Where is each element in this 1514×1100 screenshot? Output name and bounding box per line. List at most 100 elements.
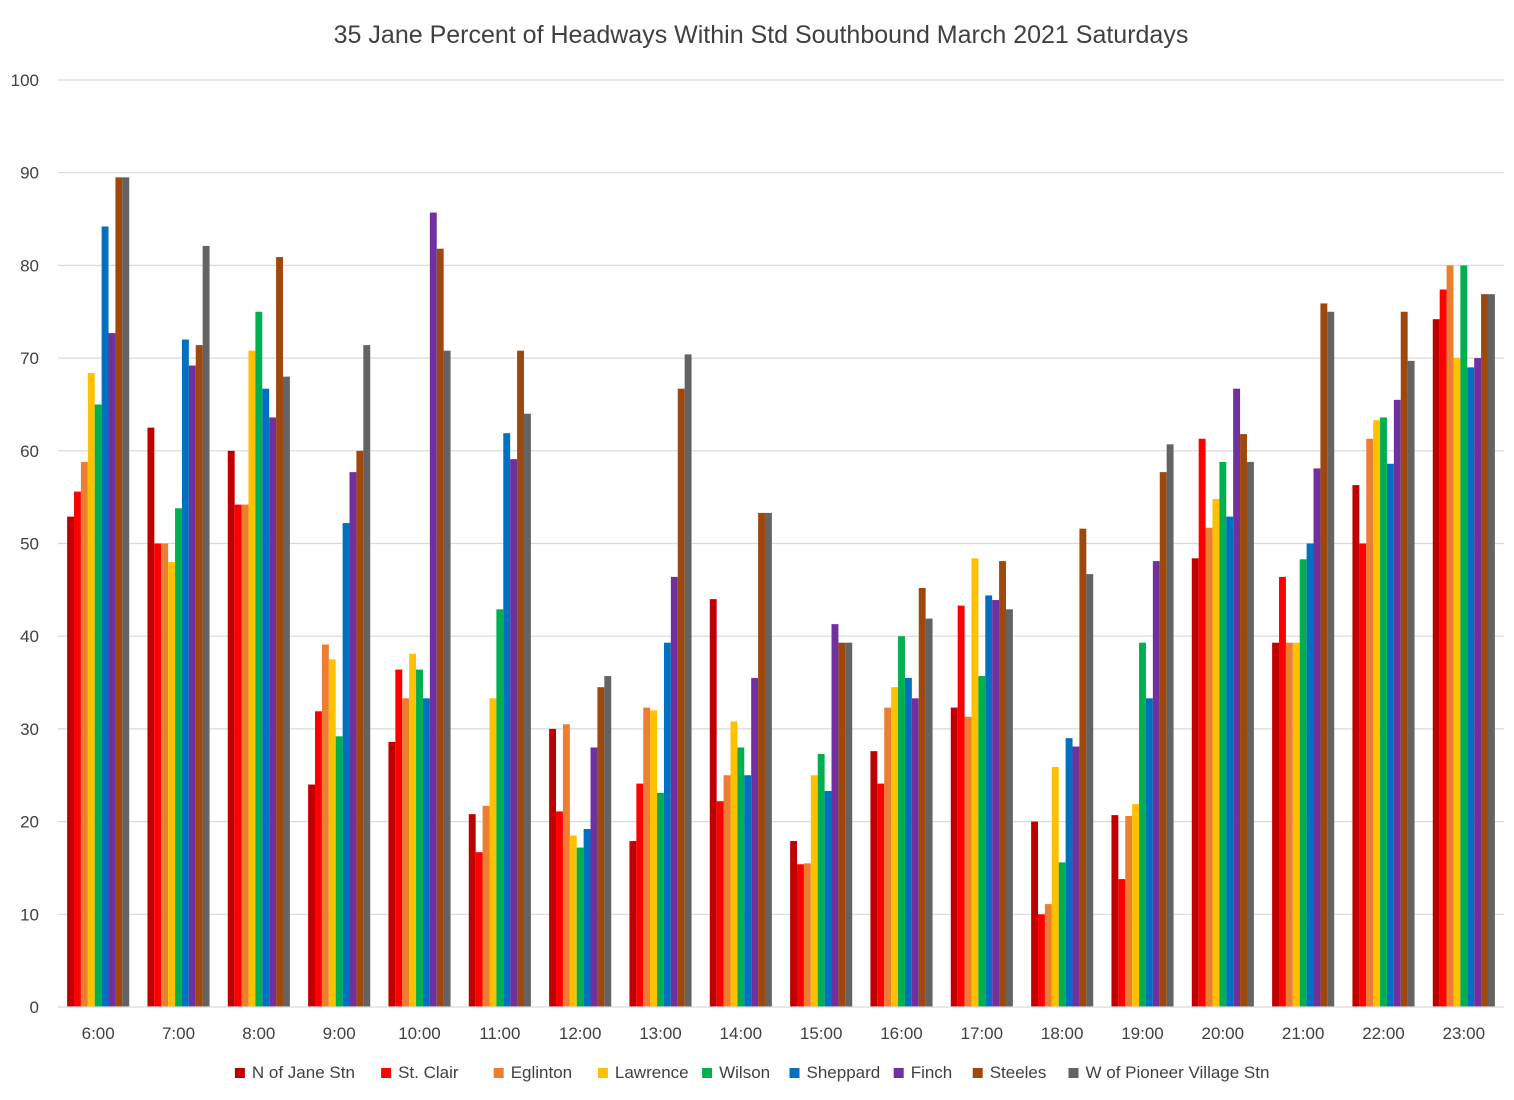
y-tick-label: 30 [20,720,39,739]
bar [1446,265,1454,1007]
bar [1352,485,1360,1008]
legend-swatch [597,1068,608,1078]
bar [496,609,504,1007]
bar [276,257,283,1007]
bar [1292,642,1300,1007]
bar [1400,311,1408,1007]
bar [1152,561,1160,1007]
x-tick-label: 23:00 [1443,1024,1486,1043]
bar [950,707,958,1007]
bar [416,669,423,1007]
bar [629,841,637,1007]
legend-label: Lawrence [615,1063,689,1082]
bar [650,710,658,1007]
bar [1439,289,1447,1007]
bar [1366,438,1374,1007]
bar [1058,862,1066,1007]
bar [663,642,671,1007]
bar [1272,642,1280,1007]
bar [328,659,336,1008]
bar [758,512,765,1007]
bar [87,372,95,1007]
y-tick-label: 0 [30,998,39,1017]
y-tick-label: 90 [20,164,39,183]
bar [1407,360,1415,1007]
bar [1086,574,1094,1007]
x-tick-label: 21:00 [1282,1024,1325,1043]
legend-swatch [972,1068,983,1078]
bar [999,561,1006,1007]
bar [1079,528,1087,1007]
bar [1467,367,1475,1007]
bar [1279,576,1286,1007]
x-axis-ticks: 6:00 7:00 8:00 9:00 10:00 11:00 12:00 13:00 14:0… [82,1024,1485,1043]
bar [1474,358,1482,1008]
bar [884,707,892,1007]
legend-swatch [893,1068,904,1078]
bar [1159,472,1167,1007]
y-axis-ticks: 0 10 20 30 40 50 60 70 80 90 100 [11,71,39,1017]
bar [262,388,270,1007]
bar [1118,879,1126,1007]
bar [1393,399,1401,1007]
bars [67,177,1495,1008]
y-tick-label: 60 [20,442,39,461]
bar [1285,642,1293,1007]
bar [1359,543,1367,1007]
x-tick-label: 17:00 [961,1024,1004,1043]
bar [388,741,396,1007]
legend-label: Sheppard [807,1063,881,1082]
bar [1125,816,1133,1007]
bar [67,516,75,1007]
bar [315,711,322,1007]
bar [957,605,965,1007]
bar [248,350,256,1007]
bar [1246,461,1254,1007]
bar [824,791,832,1007]
bar [1031,821,1039,1007]
y-tick-label: 40 [20,627,39,646]
bar [282,376,290,1007]
bar [523,413,531,1008]
x-tick-label: 14:00 [720,1024,763,1043]
bar [1005,609,1013,1007]
bar [569,835,577,1007]
bar [764,512,772,1007]
bar [161,543,169,1007]
bar [1205,527,1213,1007]
bar [670,576,678,1007]
chart-title: 35 Jane Percent of Headways Within Std S… [334,21,1189,49]
legend-label: Finch [911,1063,953,1082]
bar [1432,319,1440,1007]
x-tick-label: 18:00 [1041,1024,1084,1043]
legend-label: Wilson [719,1063,770,1082]
bar [643,707,651,1007]
bar [115,177,123,1008]
bar [817,753,825,1007]
bar [904,677,912,1007]
bar [583,829,591,1007]
bar [94,404,102,1007]
bar [891,687,899,1007]
bar [562,724,570,1007]
bar [1240,434,1247,1007]
bar [1226,516,1234,1007]
bar [1373,420,1381,1008]
bar [845,642,853,1007]
bar [1038,914,1045,1007]
y-tick-label: 100 [11,71,39,90]
bar [556,811,563,1007]
bar [108,333,116,1007]
x-tick-label: 7:00 [162,1024,195,1043]
bar [657,792,664,1007]
bar [234,504,242,1007]
bar [911,698,919,1007]
bar [1481,294,1488,1007]
bar [241,504,249,1007]
bar [992,600,1000,1007]
bar [443,350,451,1007]
legend-swatch [493,1068,504,1078]
x-tick-label: 9:00 [323,1024,356,1043]
legend-swatch [234,1068,245,1078]
bar [978,676,986,1007]
